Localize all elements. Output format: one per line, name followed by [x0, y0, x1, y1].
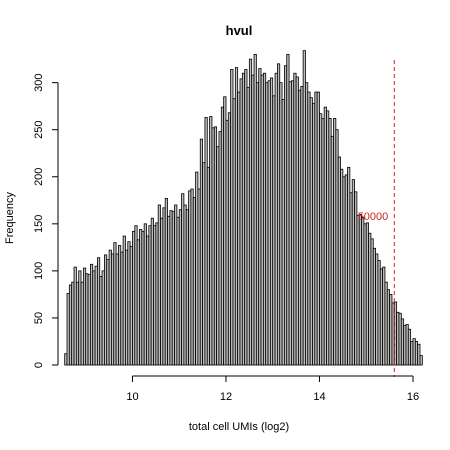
- x-axis-label: total cell UMIs (log2): [189, 421, 289, 433]
- y-tick-label: 100: [33, 262, 45, 280]
- x-tick-label: 12: [220, 391, 232, 403]
- y-tick-label: 150: [33, 215, 45, 233]
- bars-group: [64, 50, 423, 366]
- threshold-label: 50000: [358, 211, 389, 223]
- x-tick-label: 10: [126, 391, 138, 403]
- y-tick-label: 300: [33, 73, 45, 91]
- x-tick-label: 16: [407, 391, 419, 403]
- y-axis: 0 50 100 150 200 250 300: [33, 73, 59, 368]
- x-tick-label: 14: [313, 391, 325, 403]
- y-tick-label: 50: [33, 312, 45, 324]
- threshold-group: 50000: [358, 60, 395, 377]
- chart-title: hvul: [226, 23, 253, 38]
- y-tick-label: 0: [33, 362, 45, 368]
- y-tick-label: 250: [33, 121, 45, 139]
- y-tick-label: 200: [33, 168, 45, 186]
- y-axis-label: Frequency: [4, 192, 16, 244]
- x-axis: 10 12 14 16: [126, 375, 419, 403]
- histogram-bar: [419, 355, 423, 366]
- histogram-bar: [417, 343, 421, 366]
